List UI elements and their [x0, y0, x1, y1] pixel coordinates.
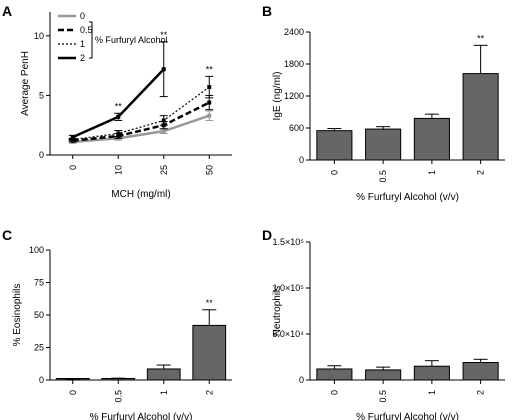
significance-marker-A: ** [206, 64, 214, 74]
data-point-2 [70, 135, 75, 140]
y-axis-label-A: Average PenH [20, 51, 31, 116]
x-tick-label-D: 0 [329, 390, 339, 395]
legend-entry-0-5: 0.5 [80, 25, 93, 35]
bar-B-2 [462, 73, 499, 161]
y-tick-label-B: 2400 [284, 27, 304, 37]
x-tick-label-D: 2 [476, 390, 486, 395]
x-axis-label-A: MCH (mg/ml) [111, 189, 170, 200]
series-line-0 [72, 114, 210, 144]
y-axis-label-B: IgE (ng/ml) [272, 72, 283, 121]
bar-D-2 [462, 362, 499, 381]
x-tick-label-B: 0.5 [378, 170, 388, 183]
y-tick-label-A: 10 [34, 31, 44, 41]
legend-bracket [89, 21, 93, 59]
significance-marker-A: ** [115, 101, 123, 111]
y-tick-label-B: 600 [289, 123, 304, 133]
bar-C-1 [146, 368, 181, 381]
y-tick-label-A: 5 [39, 90, 44, 100]
series-line-1 [72, 86, 210, 141]
x-tick-label-A: 50 [204, 165, 214, 175]
panel-label-d: D [262, 227, 272, 243]
panel-label-a: A [2, 3, 12, 19]
x-tick-label-B: 0 [329, 170, 339, 175]
x-axis-label-C: % Furfuryl Alcohol (v/v) [90, 412, 193, 420]
x-tick-label-C: 2 [204, 390, 214, 395]
bar-C-2 [192, 324, 227, 381]
y-axis-label-C: % Eosinophils [12, 284, 23, 347]
bar-C-0.5 [101, 378, 136, 381]
y-tick-label-C: 25 [34, 343, 44, 353]
y-tick-label-B: 1200 [284, 91, 304, 101]
significance-marker-A: ** [160, 30, 168, 40]
legend-entry-1: 1 [80, 39, 85, 49]
y-tick-label-A: 0 [39, 150, 44, 160]
panel-label-c: C [2, 227, 12, 243]
x-tick-label-A: 0 [68, 165, 78, 170]
x-tick-label-B: 1 [427, 170, 437, 175]
y-tick-label-C: 0 [39, 375, 44, 385]
data-point-1 [70, 137, 75, 142]
panel-label-b: B [262, 3, 272, 19]
bar-D-1 [413, 365, 450, 381]
y-axis-label-D: Neutrophils [272, 286, 283, 337]
bar-D-0 [316, 368, 353, 381]
x-tick-label-C: 1 [159, 390, 169, 395]
x-tick-label-C: 0 [68, 390, 78, 395]
legend-entry-2: 2 [80, 53, 85, 63]
legend-panel-a: 0 0.5 1 2 % Furfuryl Alcohol [58, 11, 168, 63]
data-point-1 [161, 118, 166, 123]
bar-D-0.5 [365, 369, 402, 381]
y-tick-label-B: 0 [299, 155, 304, 165]
data-point-0 [207, 113, 212, 118]
bar-B-1 [413, 117, 450, 161]
data-point-2 [161, 67, 166, 72]
x-tick-label-B: 2 [476, 170, 486, 175]
x-tick-label-D: 0.5 [378, 390, 388, 403]
y-tick-label-B: 1800 [284, 59, 304, 69]
bar-B-0 [316, 130, 353, 161]
data-point-0-5 [207, 100, 212, 105]
y-tick-label-D: 1.0×10⁵ [272, 283, 304, 293]
data-point-1 [207, 85, 212, 90]
legend-entry-0: 0 [80, 11, 85, 21]
y-tick-label-C: 50 [34, 310, 44, 320]
y-tick-label-C: 100 [29, 245, 44, 255]
significance-marker-B: ** [477, 33, 485, 43]
y-tick-label-D: 5.0×10⁴ [272, 329, 304, 339]
y-tick-label-D: 1.5×10⁵ [272, 237, 304, 247]
x-axis-label-B: % Furfuryl Alcohol (v/v) [356, 192, 459, 203]
x-tick-label-A: 10 [113, 165, 123, 175]
y-tick-label-D: 0 [299, 375, 304, 385]
y-tick-label-C: 75 [34, 278, 44, 288]
x-tick-label-D: 1 [427, 390, 437, 395]
x-tick-label-A: 25 [159, 165, 169, 175]
data-point-1 [116, 131, 121, 136]
series-line-0-5 [72, 101, 210, 142]
legend-title: % Furfuryl Alcohol [95, 35, 168, 45]
significance-marker-C: ** [206, 298, 214, 308]
data-point-2 [116, 114, 121, 119]
x-axis-label-D: % Furfuryl Alcohol (v/v) [356, 412, 459, 420]
x-tick-label-C: 0.5 [113, 390, 123, 403]
data-point-0 [161, 129, 166, 134]
bar-B-0.5 [365, 128, 402, 161]
